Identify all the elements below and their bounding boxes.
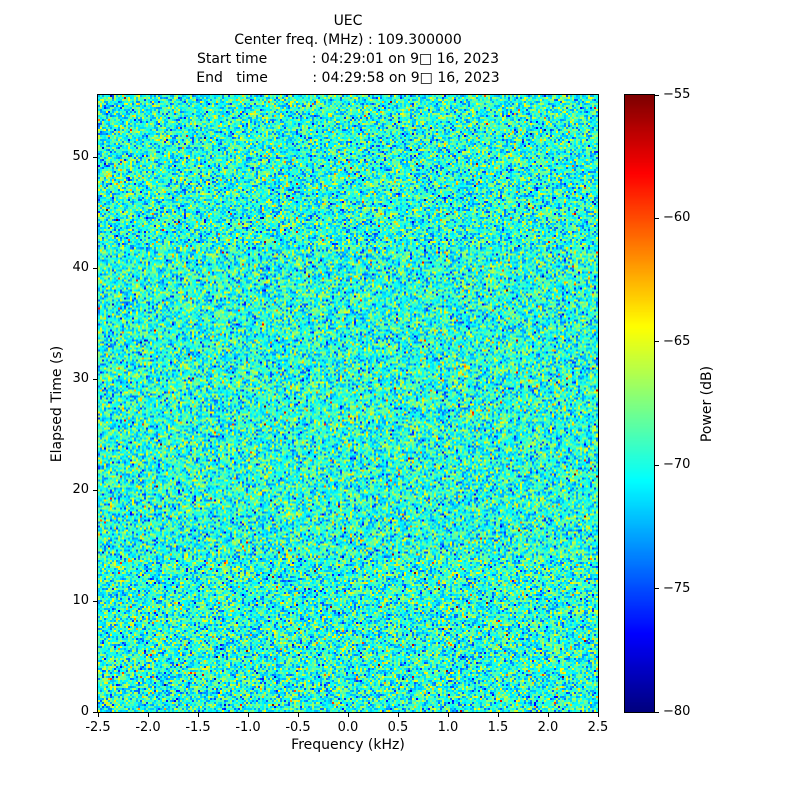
y-tick-label: 50 — [72, 149, 89, 165]
y-tick-label: 40 — [72, 260, 89, 276]
colorbar-tick-label: −55 — [663, 87, 691, 102]
x-tick-label: -2.5 — [85, 720, 111, 735]
center-freq-line: Center freq. (MHz) : 109.300000 — [234, 32, 462, 48]
colorbar-tick-label: −80 — [663, 704, 691, 719]
colorbar-gradient — [625, 95, 654, 712]
chart-title: UEC — [333, 13, 363, 29]
x-tick — [547, 713, 549, 717]
y-tick — [93, 156, 97, 158]
colorbar-tick — [655, 217, 659, 219]
y-tick — [93, 267, 97, 269]
colorbar-tick-label: −65 — [663, 333, 691, 349]
y-tick — [93, 489, 97, 491]
x-axis-label: Frequency (kHz) — [291, 737, 405, 753]
x-tick — [347, 713, 349, 717]
chart-header: UEC Center freq. (MHz) : 109.300000 Star… — [48, 12, 648, 88]
spectrogram-heatmap — [98, 95, 598, 712]
x-tick — [597, 713, 599, 717]
colorbar-tick — [655, 588, 659, 590]
y-tick — [93, 600, 97, 602]
x-tick-label: 1.0 — [437, 720, 459, 735]
colorbar-tick-label: −75 — [663, 580, 691, 596]
x-tick-label: -0.5 — [285, 720, 311, 735]
x-tick — [297, 713, 299, 717]
y-tick-label: 10 — [72, 593, 89, 609]
x-tick — [447, 713, 449, 717]
x-tick-label: -1.0 — [235, 720, 261, 735]
x-tick — [497, 713, 499, 717]
colorbar-tick — [655, 94, 659, 96]
x-tick-label: 2.0 — [537, 720, 559, 735]
x-tick — [147, 713, 149, 717]
x-tick — [97, 713, 99, 717]
colorbar-tick — [655, 711, 659, 713]
x-tick — [197, 713, 199, 717]
y-tick-label: 30 — [72, 371, 89, 387]
x-tick — [247, 713, 249, 717]
colorbar-tick-label: −60 — [663, 210, 691, 226]
y-tick-label: 0 — [80, 704, 89, 719]
colorbar-tick-label: −70 — [663, 457, 691, 473]
y-tick — [93, 711, 97, 713]
colorbar-tick — [655, 341, 659, 343]
colorbar-label: Power (dB) — [699, 365, 715, 443]
x-tick-label: -1.5 — [185, 720, 211, 735]
y-axis-label: Elapsed Time (s) — [49, 345, 65, 463]
y-tick-label: 20 — [72, 482, 89, 498]
x-tick-label: -2.0 — [135, 720, 161, 735]
x-tick-label: 1.5 — [487, 720, 509, 735]
x-tick-label: 0.0 — [337, 720, 359, 735]
start-time-line: Start time : 04:29:01 on 9□ 16, 2023 — [196, 51, 500, 67]
x-tick — [397, 713, 399, 717]
colorbar-tick — [655, 464, 659, 466]
x-tick-label: 0.5 — [387, 720, 409, 735]
y-tick — [93, 378, 97, 380]
end-time-line: End time : 04:29:58 on 9□ 16, 2023 — [196, 70, 500, 86]
x-tick-label: 2.5 — [587, 720, 609, 735]
